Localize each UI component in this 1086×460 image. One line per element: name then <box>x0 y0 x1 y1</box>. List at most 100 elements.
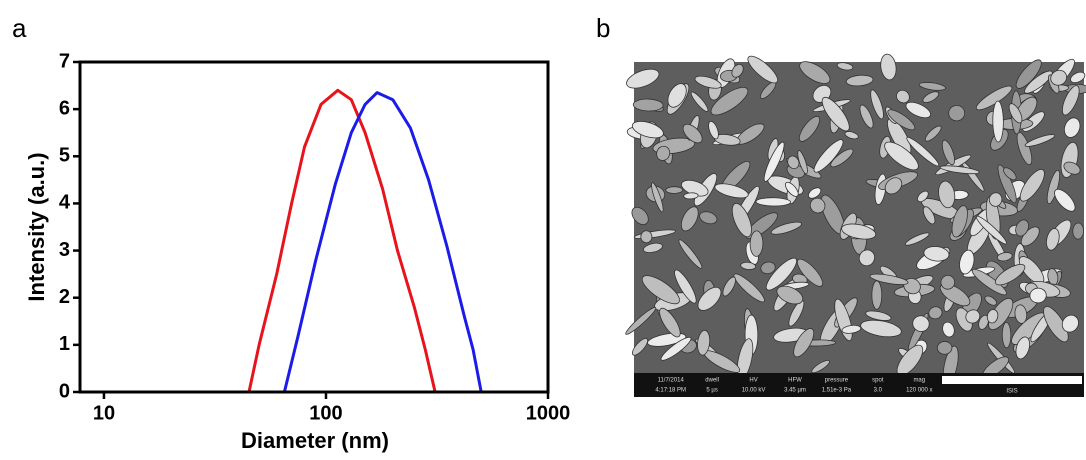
particle <box>749 230 764 257</box>
y-tick-label: 1 <box>59 333 70 355</box>
particle <box>680 206 699 232</box>
particle <box>845 74 874 87</box>
scale-bar <box>942 376 1082 384</box>
particle <box>760 261 776 275</box>
particle <box>755 197 792 207</box>
particle <box>641 275 680 305</box>
particle <box>922 206 936 225</box>
particle <box>770 221 802 235</box>
particle <box>809 197 826 214</box>
info-label: spot <box>872 378 884 384</box>
particle <box>763 141 785 182</box>
particle <box>865 310 892 321</box>
y-tick-label: 4 <box>59 192 71 214</box>
particle <box>747 55 779 84</box>
particle <box>632 98 664 112</box>
particle <box>830 148 854 168</box>
info-label: dwell <box>705 378 719 384</box>
particle <box>844 131 859 140</box>
particle <box>1046 228 1060 251</box>
particle <box>1070 71 1086 84</box>
y-tick-label: 6 <box>59 97 70 119</box>
particle <box>656 145 671 161</box>
particle <box>994 264 1026 286</box>
particle <box>996 252 1013 262</box>
info-label: 11/7/2014 <box>658 378 685 384</box>
particle <box>631 120 664 139</box>
particle <box>841 324 862 334</box>
info-value: 120 000 x <box>906 388 932 394</box>
info-value: 3.45 µm <box>784 388 806 394</box>
particle <box>784 181 799 197</box>
particle <box>884 177 903 195</box>
x-tick-label: 100 <box>309 402 342 424</box>
particle <box>860 319 902 338</box>
particle <box>678 239 703 269</box>
particle <box>821 96 850 132</box>
particle <box>918 82 947 91</box>
particle <box>1024 134 1056 147</box>
particle <box>651 182 664 213</box>
sem-image <box>625 53 1086 397</box>
particle <box>1019 168 1045 202</box>
particle <box>1024 70 1053 94</box>
particle <box>1015 59 1042 89</box>
plot-frame <box>78 60 550 394</box>
particle <box>798 115 821 142</box>
particle <box>924 125 942 142</box>
particle <box>731 202 752 238</box>
particle <box>939 165 980 175</box>
particle <box>674 269 697 304</box>
y-tick-label: 3 <box>59 239 70 261</box>
particle <box>836 62 854 71</box>
particle <box>793 328 815 358</box>
panel-label: a <box>12 13 27 43</box>
particle <box>940 275 956 290</box>
particle <box>631 206 649 226</box>
info-label: HV <box>749 378 757 384</box>
particle <box>710 87 749 116</box>
info-value: 3.0 <box>874 388 883 394</box>
particle <box>936 341 953 355</box>
particle <box>942 321 955 338</box>
scale-text: ISIS <box>1006 389 1017 395</box>
particle <box>922 91 940 104</box>
particle <box>923 246 950 262</box>
particle <box>665 186 684 194</box>
particle <box>1050 69 1068 86</box>
particle <box>984 295 997 306</box>
particle <box>1061 314 1079 333</box>
particle <box>858 249 876 267</box>
particle <box>959 249 975 275</box>
particle <box>1054 188 1076 212</box>
particle <box>722 276 736 297</box>
info-value: 1.51e-3 Pa <box>822 388 852 394</box>
particle <box>965 309 981 324</box>
particle <box>887 109 916 131</box>
particle <box>880 53 897 81</box>
particle <box>975 215 1007 245</box>
info-value: 4:17:18 PM <box>655 388 686 394</box>
series-line <box>104 91 548 394</box>
particle <box>992 100 1004 143</box>
y-tick-label: 0 <box>59 380 70 402</box>
particle <box>928 306 943 320</box>
particle <box>631 338 649 356</box>
series-line <box>104 88 548 394</box>
particle <box>797 150 808 175</box>
x-axis-title: Diameter (nm) <box>241 428 389 453</box>
y-axis-title: Intensity (a.u.) <box>24 152 49 301</box>
particle <box>776 285 804 305</box>
particle <box>765 257 798 291</box>
particle <box>912 315 930 332</box>
particle <box>1062 85 1080 116</box>
particle <box>1072 222 1084 240</box>
particle <box>694 75 722 89</box>
particle <box>941 139 955 166</box>
particle <box>1063 117 1081 138</box>
particle <box>708 120 719 140</box>
particle <box>642 242 663 253</box>
particle <box>951 205 968 238</box>
particle <box>808 187 822 199</box>
